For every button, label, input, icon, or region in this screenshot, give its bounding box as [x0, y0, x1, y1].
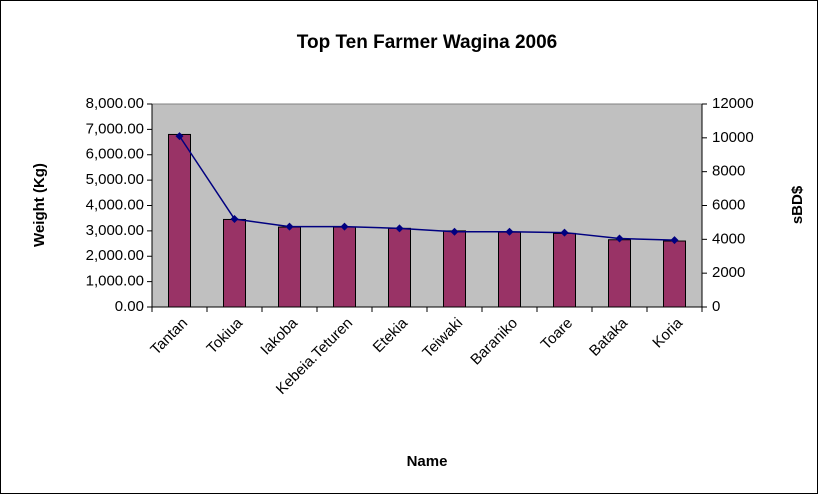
line-marker [395, 224, 404, 233]
y-tick-label: 3,000.00 [86, 222, 144, 239]
y2-tick-label: 0 [712, 298, 720, 315]
bar [168, 133, 191, 308]
y-tick-label: 0.00 [115, 298, 144, 315]
y2-tick-label: 10000 [712, 129, 754, 146]
bar [608, 239, 631, 308]
line-marker [670, 236, 679, 245]
line [178, 135, 675, 241]
line-marker [340, 222, 349, 231]
y-tick-label: 8,000.00 [86, 95, 144, 112]
line-marker [505, 227, 514, 236]
y2-tick-label: 12000 [712, 95, 754, 112]
y2-axis-label: sBD$ [789, 185, 806, 224]
y2-tick-label: 6000 [712, 196, 745, 213]
line-marker [230, 215, 239, 224]
y-tick-label: 5,000.00 [86, 171, 144, 188]
line-marker [450, 227, 459, 236]
y-tick-label: 4,000.00 [86, 196, 144, 213]
y-tick-label: 6,000.00 [86, 146, 144, 163]
bar [663, 240, 686, 308]
y-axis-label: Weight (Kg) [31, 163, 48, 247]
bar [498, 231, 521, 308]
y2-tick-label: 2000 [712, 264, 745, 281]
bar [278, 226, 301, 308]
bar [443, 230, 466, 308]
y2-tick-label: 8000 [712, 163, 745, 180]
line-marker [560, 228, 569, 237]
line-marker [285, 222, 294, 231]
y-tick-label: 7,000.00 [86, 120, 144, 137]
chart-title: Top Ten Farmer Wagina 2006 [297, 32, 557, 53]
bar [223, 218, 246, 308]
bar [553, 232, 576, 308]
y2-tick-label: 4000 [712, 230, 745, 247]
y-tick-label: 2,000.00 [86, 247, 144, 264]
x-axis-label: Name [407, 453, 448, 470]
line-marker [175, 132, 184, 141]
bar [333, 226, 356, 308]
line-marker [615, 234, 624, 243]
bar [388, 227, 411, 308]
y-tick-label: 1,000.00 [86, 273, 144, 290]
